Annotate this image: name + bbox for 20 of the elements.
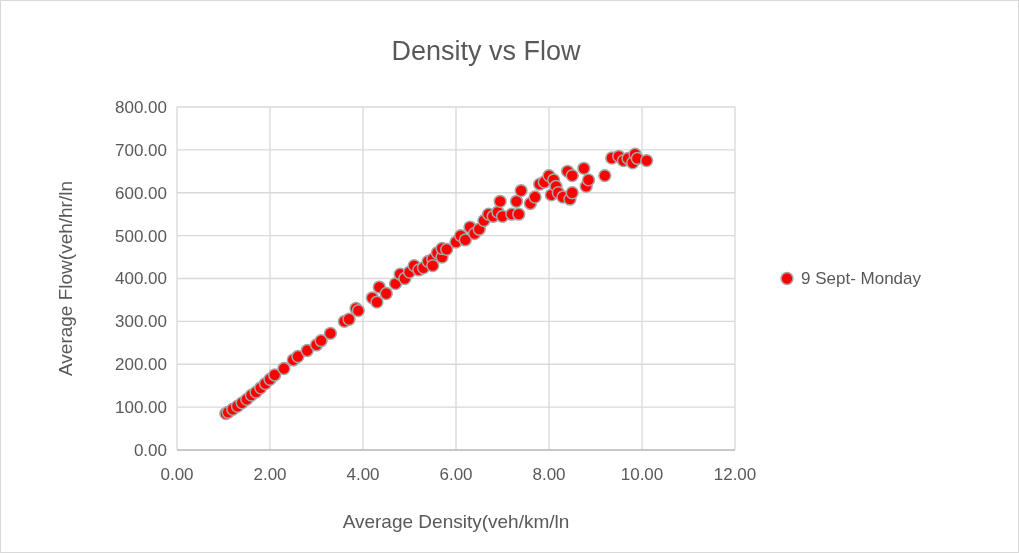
x-tick-label: 4.00 [346, 465, 380, 484]
y-tick-label: 400.00 [115, 269, 167, 289]
y-tick-label: 500.00 [115, 226, 167, 246]
x-axis-title: Average Density(veh/km/ln [342, 511, 570, 532]
y-tick-label: 700.00 [115, 140, 167, 160]
y-tick-label: 200.00 [115, 355, 167, 375]
y-tick-label: 0.00 [133, 440, 167, 460]
y-tick-label: 100.00 [115, 398, 167, 418]
y-tick-label: 300.00 [115, 312, 167, 332]
y-axis-title: Average Flow(veh/hr/ln [55, 180, 76, 377]
x-tick-label: 12.00 [713, 465, 757, 484]
x-tick-label: 10.00 [620, 465, 664, 484]
legend-label: 9 Sept- Monday [801, 269, 922, 289]
x-tick-label: 0.00 [160, 465, 194, 484]
chart-title: Density vs Flow [391, 36, 582, 66]
y-tick-label: 800.00 [115, 97, 167, 117]
x-tick-label: 2.00 [253, 465, 287, 484]
x-tick-label: 6.00 [439, 465, 473, 484]
x-tick-label: 8.00 [532, 465, 566, 484]
y-tick-label: 600.00 [115, 183, 167, 203]
